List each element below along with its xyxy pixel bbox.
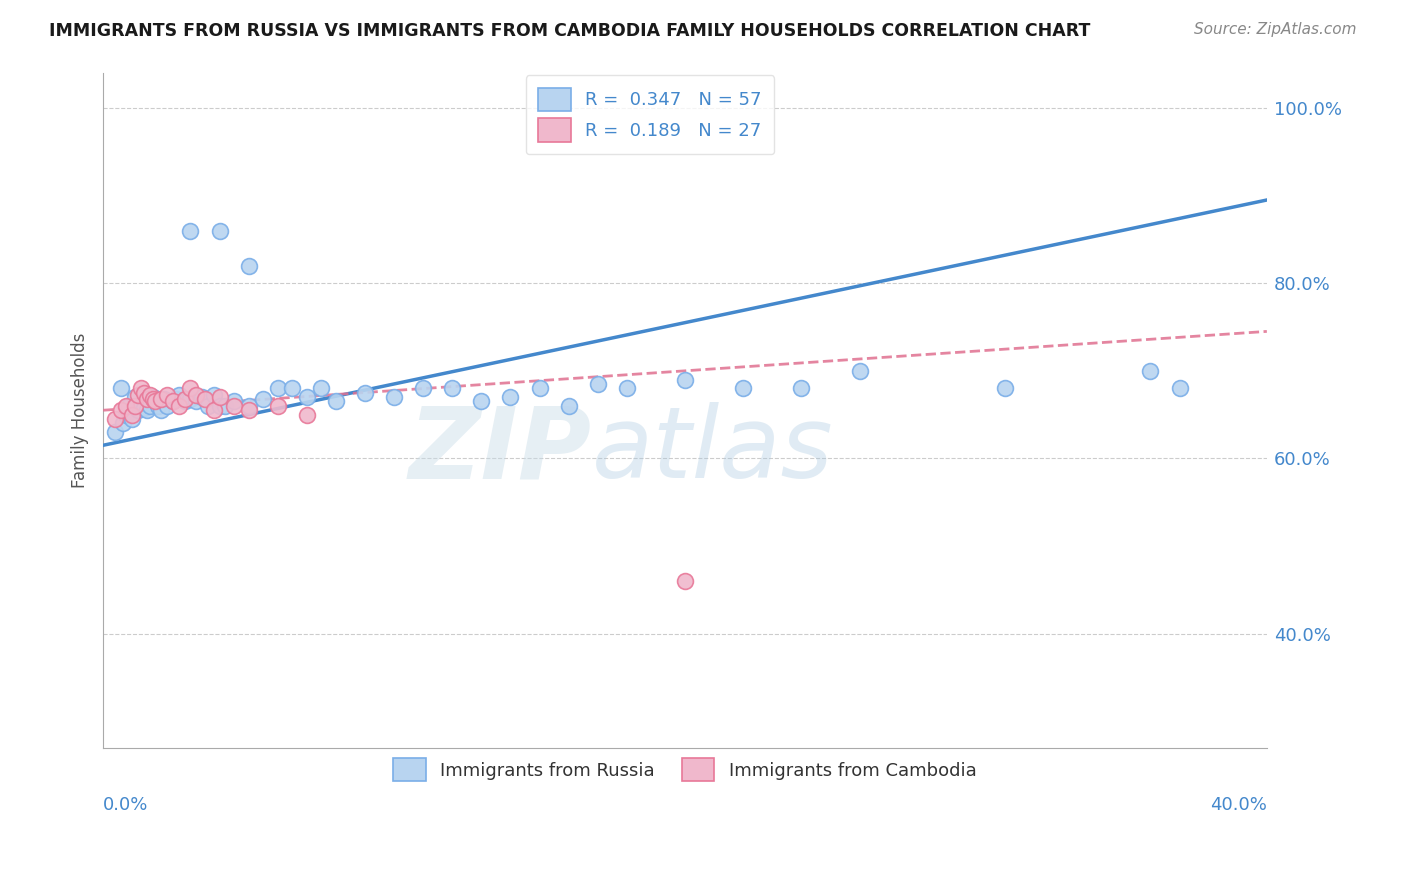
- Point: [1168, 381, 1191, 395]
- Point: [138, 388, 160, 402]
- Point: [238, 399, 260, 413]
- Point: [202, 403, 225, 417]
- Point: [499, 390, 522, 404]
- Point: [222, 394, 245, 409]
- Point: [281, 381, 304, 395]
- Point: [104, 425, 127, 439]
- Legend: Immigrants from Russia, Immigrants from Cambodia: Immigrants from Russia, Immigrants from …: [378, 744, 991, 796]
- Point: [470, 394, 492, 409]
- Point: [115, 399, 138, 413]
- Point: [162, 394, 184, 409]
- Point: [412, 381, 434, 395]
- Point: [441, 381, 464, 395]
- Point: [325, 394, 347, 409]
- Point: [173, 392, 195, 406]
- Point: [138, 399, 160, 413]
- Point: [295, 408, 318, 422]
- Point: [129, 399, 152, 413]
- Point: [208, 224, 231, 238]
- Point: [167, 388, 190, 402]
- Point: [673, 373, 696, 387]
- Point: [267, 381, 290, 395]
- Text: ZIP: ZIP: [409, 402, 592, 500]
- Point: [186, 388, 208, 402]
- Text: atlas: atlas: [592, 402, 834, 500]
- Point: [156, 399, 179, 413]
- Point: [124, 399, 146, 413]
- Point: [529, 381, 551, 395]
- Point: [162, 394, 184, 409]
- Point: [142, 392, 165, 406]
- Y-axis label: Family Households: Family Households: [72, 333, 89, 488]
- Point: [616, 381, 638, 395]
- Point: [994, 381, 1017, 395]
- Point: [150, 392, 173, 406]
- Text: 0.0%: 0.0%: [103, 796, 149, 814]
- Text: 40.0%: 40.0%: [1211, 796, 1267, 814]
- Point: [135, 403, 157, 417]
- Point: [127, 403, 149, 417]
- Point: [186, 394, 208, 409]
- Point: [167, 399, 190, 413]
- Point: [156, 388, 179, 402]
- Point: [124, 390, 146, 404]
- Point: [121, 408, 143, 422]
- Point: [790, 381, 813, 395]
- Point: [354, 385, 377, 400]
- Point: [173, 394, 195, 409]
- Point: [153, 392, 176, 406]
- Point: [194, 392, 217, 406]
- Point: [222, 399, 245, 413]
- Point: [121, 412, 143, 426]
- Point: [673, 574, 696, 588]
- Point: [179, 392, 201, 406]
- Point: [115, 408, 138, 422]
- Point: [110, 381, 132, 395]
- Point: [733, 381, 755, 395]
- Text: IMMIGRANTS FROM RUSSIA VS IMMIGRANTS FROM CAMBODIA FAMILY HOUSEHOLDS CORRELATION: IMMIGRANTS FROM RUSSIA VS IMMIGRANTS FRO…: [49, 22, 1091, 40]
- Point: [311, 381, 333, 395]
- Point: [267, 399, 290, 413]
- Point: [295, 390, 318, 404]
- Point: [382, 390, 405, 404]
- Point: [165, 392, 187, 406]
- Point: [586, 376, 609, 391]
- Point: [127, 388, 149, 402]
- Point: [104, 412, 127, 426]
- Point: [197, 399, 219, 413]
- Point: [202, 388, 225, 402]
- Point: [148, 399, 170, 413]
- Point: [132, 401, 155, 415]
- Point: [179, 224, 201, 238]
- Text: Source: ZipAtlas.com: Source: ZipAtlas.com: [1194, 22, 1357, 37]
- Point: [238, 403, 260, 417]
- Point: [238, 259, 260, 273]
- Point: [132, 385, 155, 400]
- Point: [145, 394, 167, 409]
- Point: [112, 417, 135, 431]
- Point: [142, 390, 165, 404]
- Point: [1139, 364, 1161, 378]
- Point: [208, 399, 231, 413]
- Point: [118, 399, 141, 413]
- Point: [252, 392, 274, 406]
- Point: [129, 381, 152, 395]
- Point: [557, 399, 579, 413]
- Point: [179, 381, 201, 395]
- Point: [848, 364, 870, 378]
- Point: [214, 399, 236, 413]
- Point: [191, 390, 214, 404]
- Point: [135, 392, 157, 406]
- Point: [150, 403, 173, 417]
- Point: [110, 403, 132, 417]
- Point: [208, 390, 231, 404]
- Point: [145, 394, 167, 409]
